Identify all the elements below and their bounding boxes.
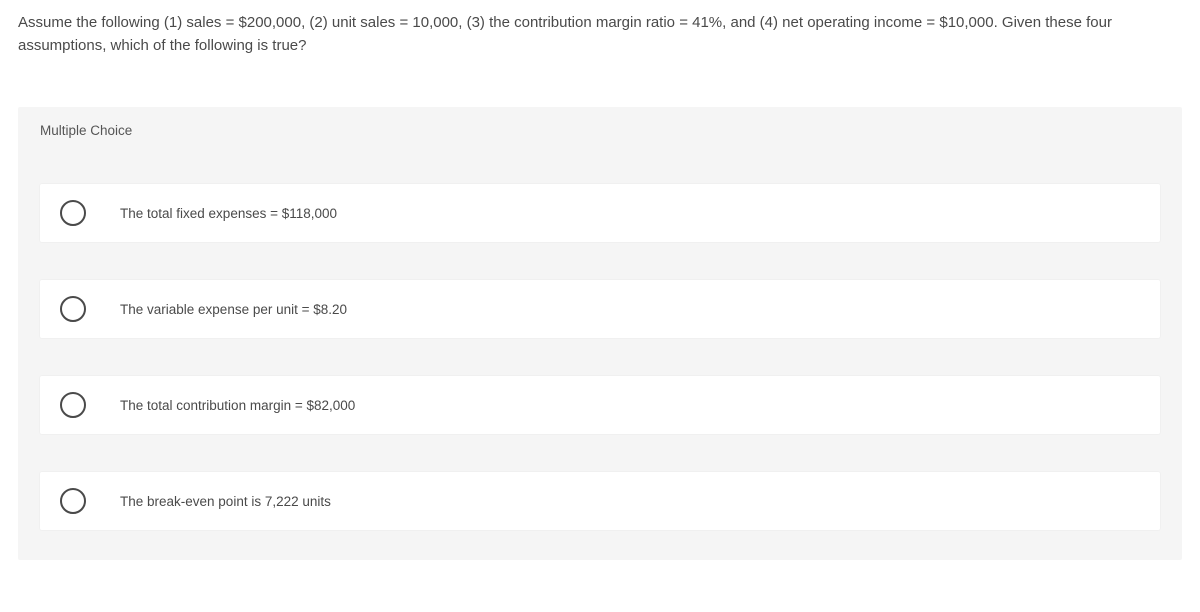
option-label: The variable expense per unit = $8.20 [120,302,347,317]
option-c[interactable]: The total contribution margin = $82,000 [40,376,1160,434]
option-a[interactable]: The total fixed expenses = $118,000 [40,184,1160,242]
option-label: The total contribution margin = $82,000 [120,398,355,413]
option-d[interactable]: The break-even point is 7,222 units [40,472,1160,530]
radio-icon[interactable] [60,488,86,514]
radio-icon[interactable] [60,200,86,226]
section-label: Multiple Choice [18,107,1182,154]
option-b[interactable]: The variable expense per unit = $8.20 [40,280,1160,338]
multiple-choice-panel: Multiple Choice The total fixed expenses… [18,107,1182,560]
options-list: The total fixed expenses = $118,000 The … [18,154,1182,530]
radio-icon[interactable] [60,296,86,322]
question-text: Assume the following (1) sales = $200,00… [0,0,1200,67]
radio-icon[interactable] [60,392,86,418]
option-label: The break-even point is 7,222 units [120,494,331,509]
option-label: The total fixed expenses = $118,000 [120,206,337,221]
